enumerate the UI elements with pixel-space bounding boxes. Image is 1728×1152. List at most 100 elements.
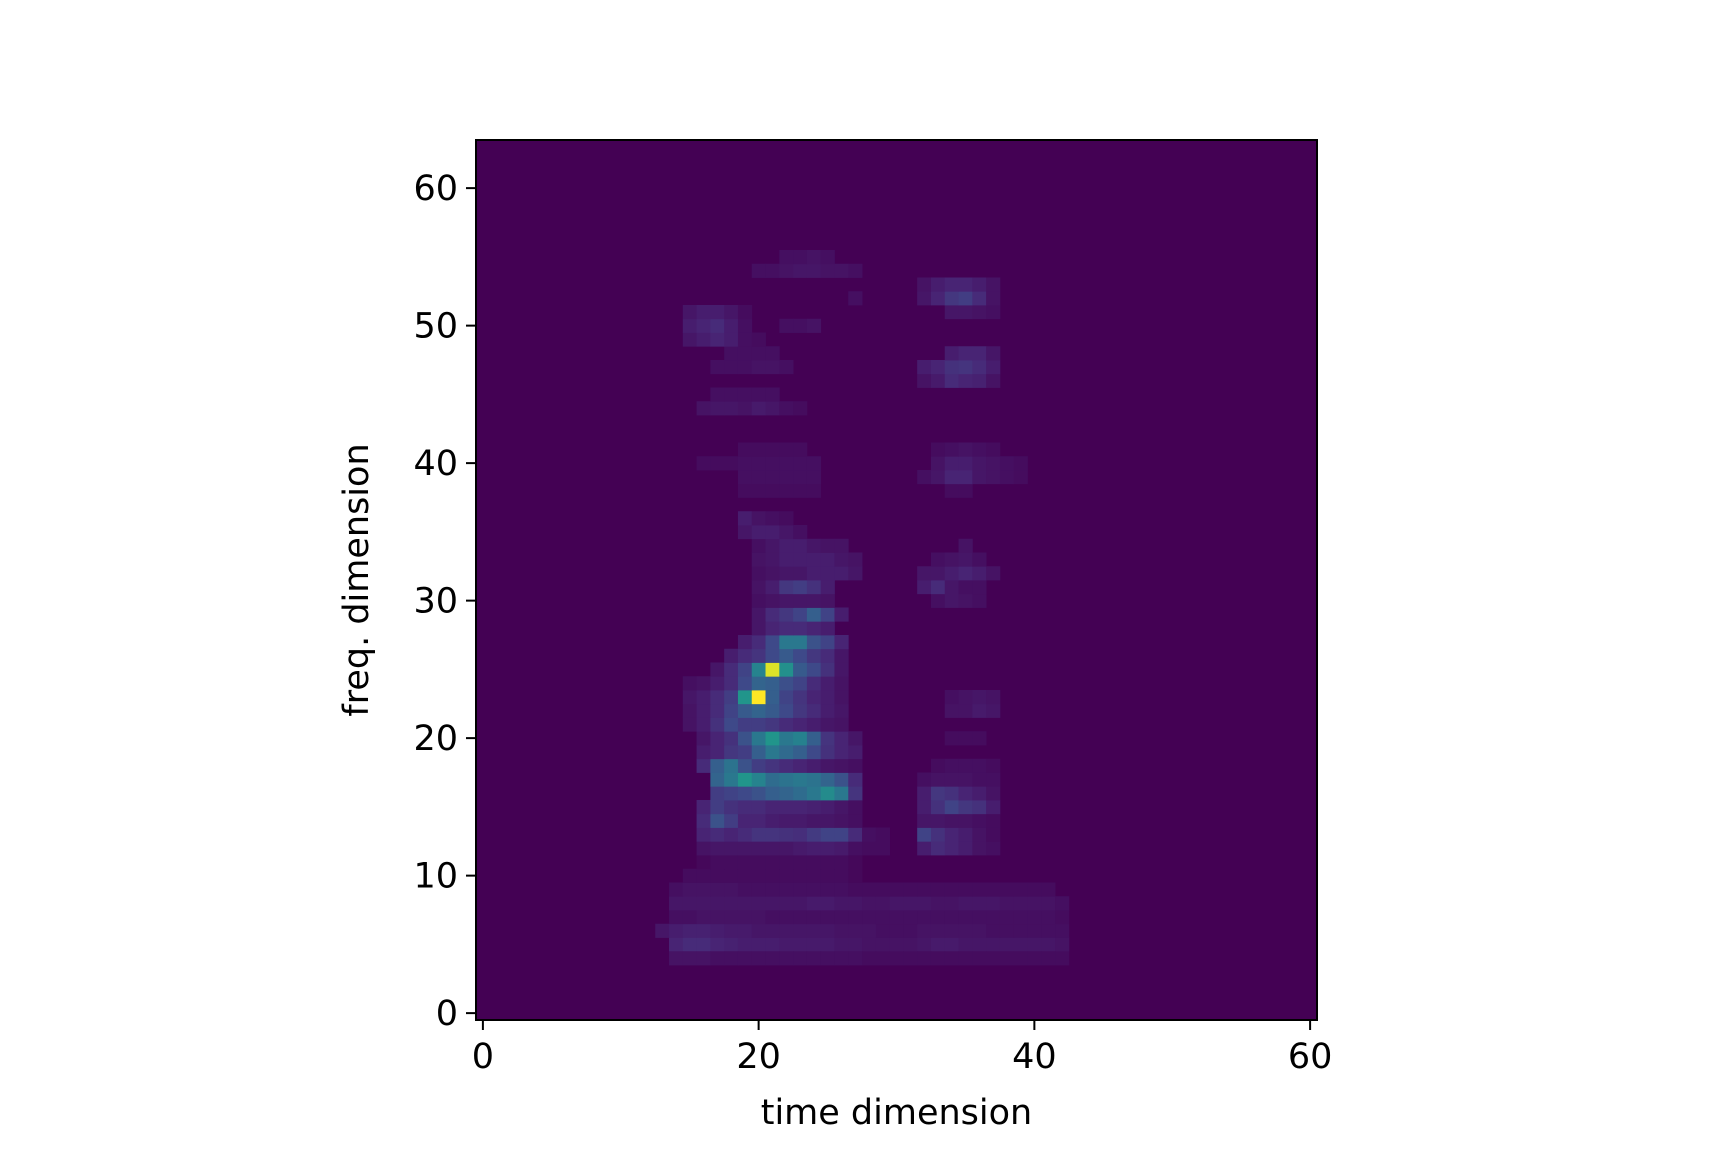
heatmap-cell — [696, 318, 711, 333]
heatmap-cell — [765, 827, 780, 842]
heatmap-cell — [806, 703, 822, 718]
heatmap-cell — [944, 442, 959, 457]
heatmap-cell — [793, 593, 808, 608]
heatmap-cell — [972, 731, 987, 746]
plot-background — [476, 140, 1317, 1020]
heatmap-cell — [793, 662, 808, 677]
heatmap-cell — [765, 552, 780, 567]
heatmap-cell — [737, 923, 753, 938]
heatmap-cell — [751, 676, 766, 691]
heatmap-cell — [972, 910, 987, 925]
heatmap-cell — [986, 346, 1001, 361]
heatmap-cell — [737, 813, 753, 828]
heatmap-cell — [765, 648, 780, 663]
heatmap-cell — [710, 731, 725, 746]
heatmap-cell — [875, 896, 891, 911]
heatmap-cell — [710, 868, 725, 883]
heatmap-cell — [820, 538, 835, 553]
heatmap-cell — [751, 263, 766, 278]
heatmap-cell — [1041, 923, 1056, 938]
heatmap-cell — [765, 593, 780, 608]
heatmap-cell — [793, 318, 808, 333]
heatmap-cell — [930, 291, 946, 306]
heatmap-cell — [1027, 923, 1042, 938]
heatmap-cell — [682, 717, 697, 732]
heatmap-cell — [930, 593, 946, 608]
heatmap-cell — [917, 580, 932, 595]
heatmap-cell — [944, 566, 959, 581]
heatmap-cell — [696, 758, 711, 773]
heatmap-cell — [972, 758, 987, 773]
heatmap-cell — [724, 318, 739, 333]
heatmap-cell — [696, 951, 711, 966]
heatmap-cell — [737, 305, 753, 320]
heatmap-cell — [737, 401, 753, 416]
heatmap-cell — [917, 937, 932, 952]
heatmap-cell — [834, 648, 849, 663]
heatmap-cell — [710, 855, 725, 870]
heatmap-cell — [862, 896, 877, 911]
heatmap-cell — [972, 305, 987, 320]
heatmap-cell — [793, 896, 808, 911]
heatmap-cell — [737, 882, 753, 897]
heatmap-cell — [820, 552, 835, 567]
y-tick-label: 40 — [413, 444, 458, 484]
heatmap-cell — [986, 896, 1001, 911]
heatmap-cell — [820, 250, 835, 265]
heatmap-cell — [834, 910, 849, 925]
heatmap-cell — [930, 456, 946, 471]
heatmap-cell — [793, 263, 808, 278]
heatmap-cell — [710, 923, 725, 938]
heatmap-cell — [820, 758, 835, 773]
heatmap-cell — [779, 951, 794, 966]
heatmap-cell — [710, 305, 725, 320]
heatmap-cell — [1055, 937, 1070, 952]
heatmap-cell — [779, 758, 794, 773]
heatmap-cell — [1013, 951, 1028, 966]
heatmap-cell — [834, 827, 849, 842]
heatmap-cell — [682, 951, 697, 966]
heatmap-cell — [751, 731, 766, 746]
heatmap-cell — [958, 937, 973, 952]
heatmap-cell — [710, 772, 725, 787]
heatmap-cell — [986, 923, 1001, 938]
heatmap-cell — [737, 318, 753, 333]
heatmap-cell — [944, 786, 959, 801]
heatmap-cell — [779, 690, 794, 705]
heatmap-cell — [806, 690, 822, 705]
heatmap-cell — [765, 580, 780, 595]
heatmap-cell — [917, 800, 932, 815]
heatmap-cell — [793, 552, 808, 567]
heatmap-cell — [682, 305, 697, 320]
heatmap-cell — [848, 951, 863, 966]
heatmap-cell — [724, 896, 739, 911]
heatmap-cell — [724, 717, 739, 732]
heatmap-cell — [862, 827, 877, 842]
heatmap-cell — [724, 387, 739, 402]
heatmap-cell — [793, 703, 808, 718]
heatmap-cell — [930, 841, 946, 856]
heatmap-cell — [710, 937, 725, 952]
heatmap-cell — [806, 717, 822, 732]
heatmap-cell — [793, 635, 808, 650]
heatmap-cell — [765, 635, 780, 650]
heatmap-cell — [958, 291, 973, 306]
heatmap-cell — [958, 841, 973, 856]
heatmap-cell — [1013, 456, 1028, 471]
heatmap-cell — [779, 731, 794, 746]
heatmap-cell — [848, 552, 863, 567]
heatmap-cell — [669, 882, 684, 897]
heatmap-cell — [820, 910, 835, 925]
heatmap-cell — [958, 703, 973, 718]
heatmap-cell — [1013, 910, 1028, 925]
heatmap-cell — [834, 552, 849, 567]
heatmap-cell — [834, 607, 849, 622]
heatmap-cell — [696, 332, 711, 347]
heatmap-cell — [958, 456, 973, 471]
heatmap-cell — [779, 813, 794, 828]
heatmap-cell — [806, 951, 822, 966]
heatmap-cell — [999, 882, 1015, 897]
heatmap-cell — [751, 483, 766, 498]
heatmap-cell — [779, 566, 794, 581]
